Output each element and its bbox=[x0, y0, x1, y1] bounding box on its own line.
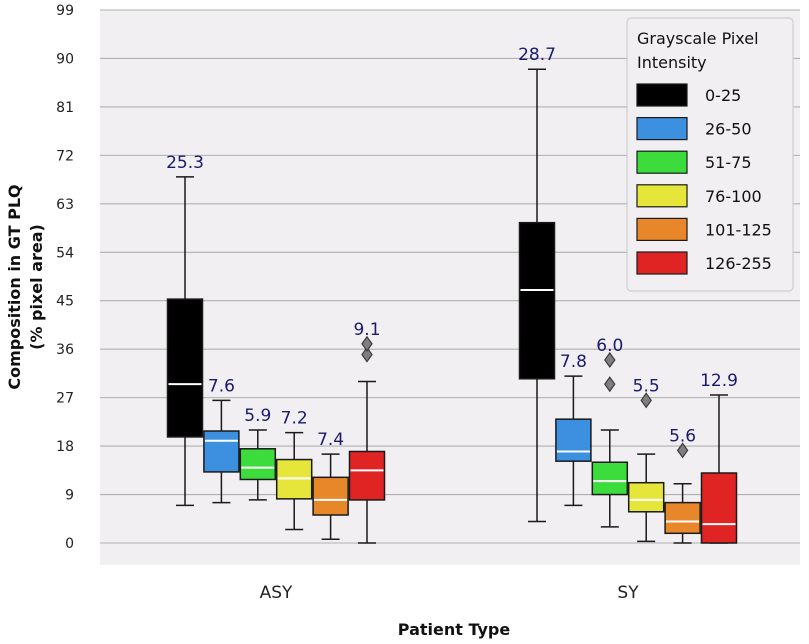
x-tick-labels: ASY SY bbox=[260, 583, 640, 603]
y-axis-title-line1: Composition in GT PLQ bbox=[5, 184, 24, 389]
legend-swatch bbox=[636, 251, 688, 275]
x-axis-title: Patient Type bbox=[398, 620, 511, 639]
y-tick-label: 81 bbox=[56, 100, 74, 116]
legend-label: 0-25 bbox=[705, 86, 741, 105]
box-rect bbox=[518, 221, 556, 380]
y-axis-title-line2: (% pixel area) bbox=[27, 224, 46, 350]
legend-item-126-255: 126-255 bbox=[636, 251, 772, 275]
legend-item-76-100: 76-100 bbox=[636, 184, 762, 208]
box-101-125-SY bbox=[664, 442, 701, 544]
legend-item-101-125: 101-125 bbox=[636, 217, 772, 241]
legend-items: 0-25 26-50 51-75 76-100 101-125 126-255 bbox=[636, 83, 772, 275]
y-tick-label: 36 bbox=[56, 342, 74, 358]
legend-swatch bbox=[636, 184, 688, 208]
legend-title-line2: Intensity bbox=[637, 53, 707, 72]
legend-label: 26-50 bbox=[705, 120, 752, 139]
box-series bbox=[166, 68, 738, 544]
box-126-255-ASY bbox=[348, 335, 386, 544]
box-51-75-ASY bbox=[239, 429, 277, 501]
legend-label: 101-125 bbox=[705, 220, 772, 239]
mean-label: 7.6 bbox=[208, 376, 235, 396]
mean-label: 5.6 bbox=[669, 426, 696, 446]
box-rect bbox=[555, 418, 592, 462]
legend-swatch bbox=[636, 217, 688, 241]
y-tick-label: 99 bbox=[56, 3, 74, 19]
mean-label: 7.2 bbox=[281, 409, 308, 429]
legend-swatch bbox=[636, 83, 688, 107]
outlier-marker bbox=[640, 392, 652, 409]
box-101-125-ASY bbox=[312, 453, 349, 540]
outlier-marker bbox=[361, 335, 373, 352]
box-rect bbox=[627, 481, 665, 513]
mean-label: 28.7 bbox=[518, 45, 556, 65]
mean-label: 25.3 bbox=[166, 153, 204, 173]
y-tick-label: 0 bbox=[65, 536, 74, 552]
box-rect bbox=[203, 430, 240, 473]
legend-swatch bbox=[636, 116, 688, 141]
box-26-50-ASY bbox=[203, 399, 240, 504]
box-rect bbox=[239, 448, 277, 481]
legend-label: 51-75 bbox=[705, 153, 752, 172]
y-tick-label: 72 bbox=[56, 148, 74, 164]
legend-title-line1: Grayscale Pixel bbox=[637, 29, 759, 48]
legend-label: 76-100 bbox=[705, 187, 762, 206]
box-0-25-ASY bbox=[166, 176, 204, 507]
legend-item-0-25: 0-25 bbox=[636, 83, 741, 107]
mean-label: 12.9 bbox=[700, 371, 738, 391]
mean-labels: 25.3 28.7 7.6 7.8 5.9 6.0 7.2 5.5 7.4 5.6 9.1 12.9 bbox=[166, 45, 738, 450]
box-76-100-SY bbox=[627, 392, 665, 543]
mean-label: 5.9 bbox=[244, 406, 271, 426]
box-rect bbox=[348, 450, 386, 501]
box-rect bbox=[312, 476, 349, 516]
x-tick-label: ASY bbox=[260, 583, 293, 603]
mean-label: 9.1 bbox=[353, 320, 380, 340]
y-tick-label: 90 bbox=[56, 51, 74, 67]
x-tick-label: SY bbox=[617, 583, 639, 603]
box-rect bbox=[700, 472, 738, 544]
box-rect bbox=[664, 501, 701, 535]
legend-label: 126-255 bbox=[705, 254, 772, 273]
y-tick-labels: 0 9 18 27 36 45 54 63 72 81 90 99 bbox=[56, 3, 74, 552]
outlier-marker bbox=[361, 346, 373, 363]
y-tick-label: 63 bbox=[56, 197, 74, 213]
mean-label: 6.0 bbox=[596, 336, 623, 356]
legend-item-51-75: 51-75 bbox=[636, 150, 752, 174]
mean-label: 5.5 bbox=[633, 376, 660, 396]
legend: Grayscale Pixel Intensity 0-25 26-50 51-75… bbox=[626, 17, 794, 292]
y-tick-label: 54 bbox=[56, 245, 74, 261]
y-tick-label: 27 bbox=[56, 391, 74, 407]
y-tick-label: 18 bbox=[56, 439, 74, 455]
mean-label: 7.4 bbox=[317, 430, 344, 450]
outlier-marker bbox=[676, 442, 689, 459]
legend-swatch bbox=[636, 150, 688, 174]
box-126-255-SY bbox=[700, 394, 738, 544]
outlier-marker bbox=[604, 376, 616, 393]
y-tick-label: 45 bbox=[56, 294, 74, 310]
outlier-marker bbox=[604, 351, 616, 368]
mean-label: 7.8 bbox=[560, 352, 587, 372]
box-51-75-SY bbox=[591, 351, 629, 528]
box-rect bbox=[166, 298, 204, 438]
legend-item-26-50: 26-50 bbox=[636, 116, 752, 141]
box-76-100-ASY bbox=[275, 431, 313, 531]
y-tick-label: 9 bbox=[65, 488, 74, 504]
box-26-50-SY bbox=[555, 375, 592, 507]
box-rect bbox=[591, 461, 629, 496]
box-0-25-SY bbox=[518, 68, 556, 523]
